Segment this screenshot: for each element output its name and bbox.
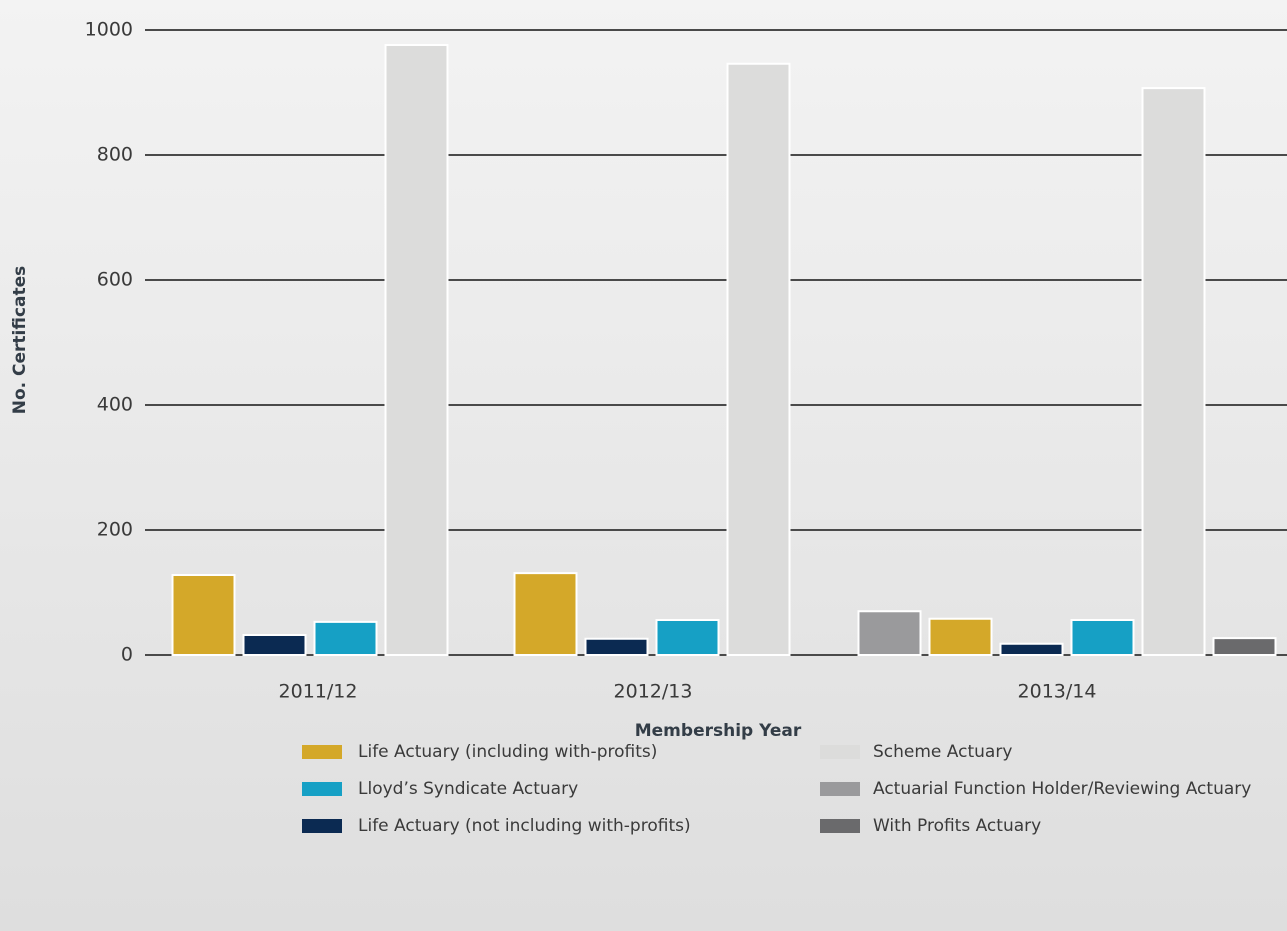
bar (1212, 637, 1277, 656)
legend-swatch (302, 745, 342, 759)
y-tick-label: 1000 (85, 19, 133, 41)
y-tick-label: 800 (97, 144, 133, 166)
legend-swatch (302, 819, 342, 833)
legend-swatch (820, 819, 860, 833)
bar (1070, 619, 1135, 656)
y-tick-label: 200 (97, 519, 133, 541)
legend-swatch (820, 782, 860, 796)
bar (242, 634, 307, 656)
bar (171, 574, 236, 656)
legend-swatch (302, 782, 342, 796)
legend-label: Life Actuary (including with-profits) (358, 742, 657, 762)
bar (384, 44, 449, 656)
bar (726, 62, 791, 656)
bar (584, 637, 649, 656)
legend-label: Scheme Actuary (873, 742, 1012, 762)
x-tick-label: 2012/13 (614, 681, 693, 703)
legend-label: Actuarial Function Holder/Reviewing Actu… (873, 779, 1251, 799)
x-tick-label: 2013/14 (1018, 681, 1097, 703)
bar (928, 617, 993, 656)
bar (857, 610, 922, 656)
y-tick-label: 400 (97, 394, 133, 416)
bar (1141, 87, 1206, 656)
legend-label: Lloyd’s Syndicate Actuary (358, 779, 578, 799)
y-tick-label: 0 (121, 644, 133, 666)
legend-swatch (820, 745, 860, 759)
bar (999, 642, 1064, 656)
bar (513, 572, 578, 656)
y-tick-label: 600 (97, 269, 133, 291)
bar (313, 620, 378, 656)
legend-label: Life Actuary (not including with-profits… (358, 816, 691, 836)
legend-label: With Profits Actuary (873, 816, 1041, 836)
x-tick-label: 2011/12 (279, 681, 358, 703)
y-axis-title: No. Certificates (10, 266, 30, 415)
x-axis-title: Membership Year (635, 721, 802, 741)
bar (655, 619, 720, 656)
